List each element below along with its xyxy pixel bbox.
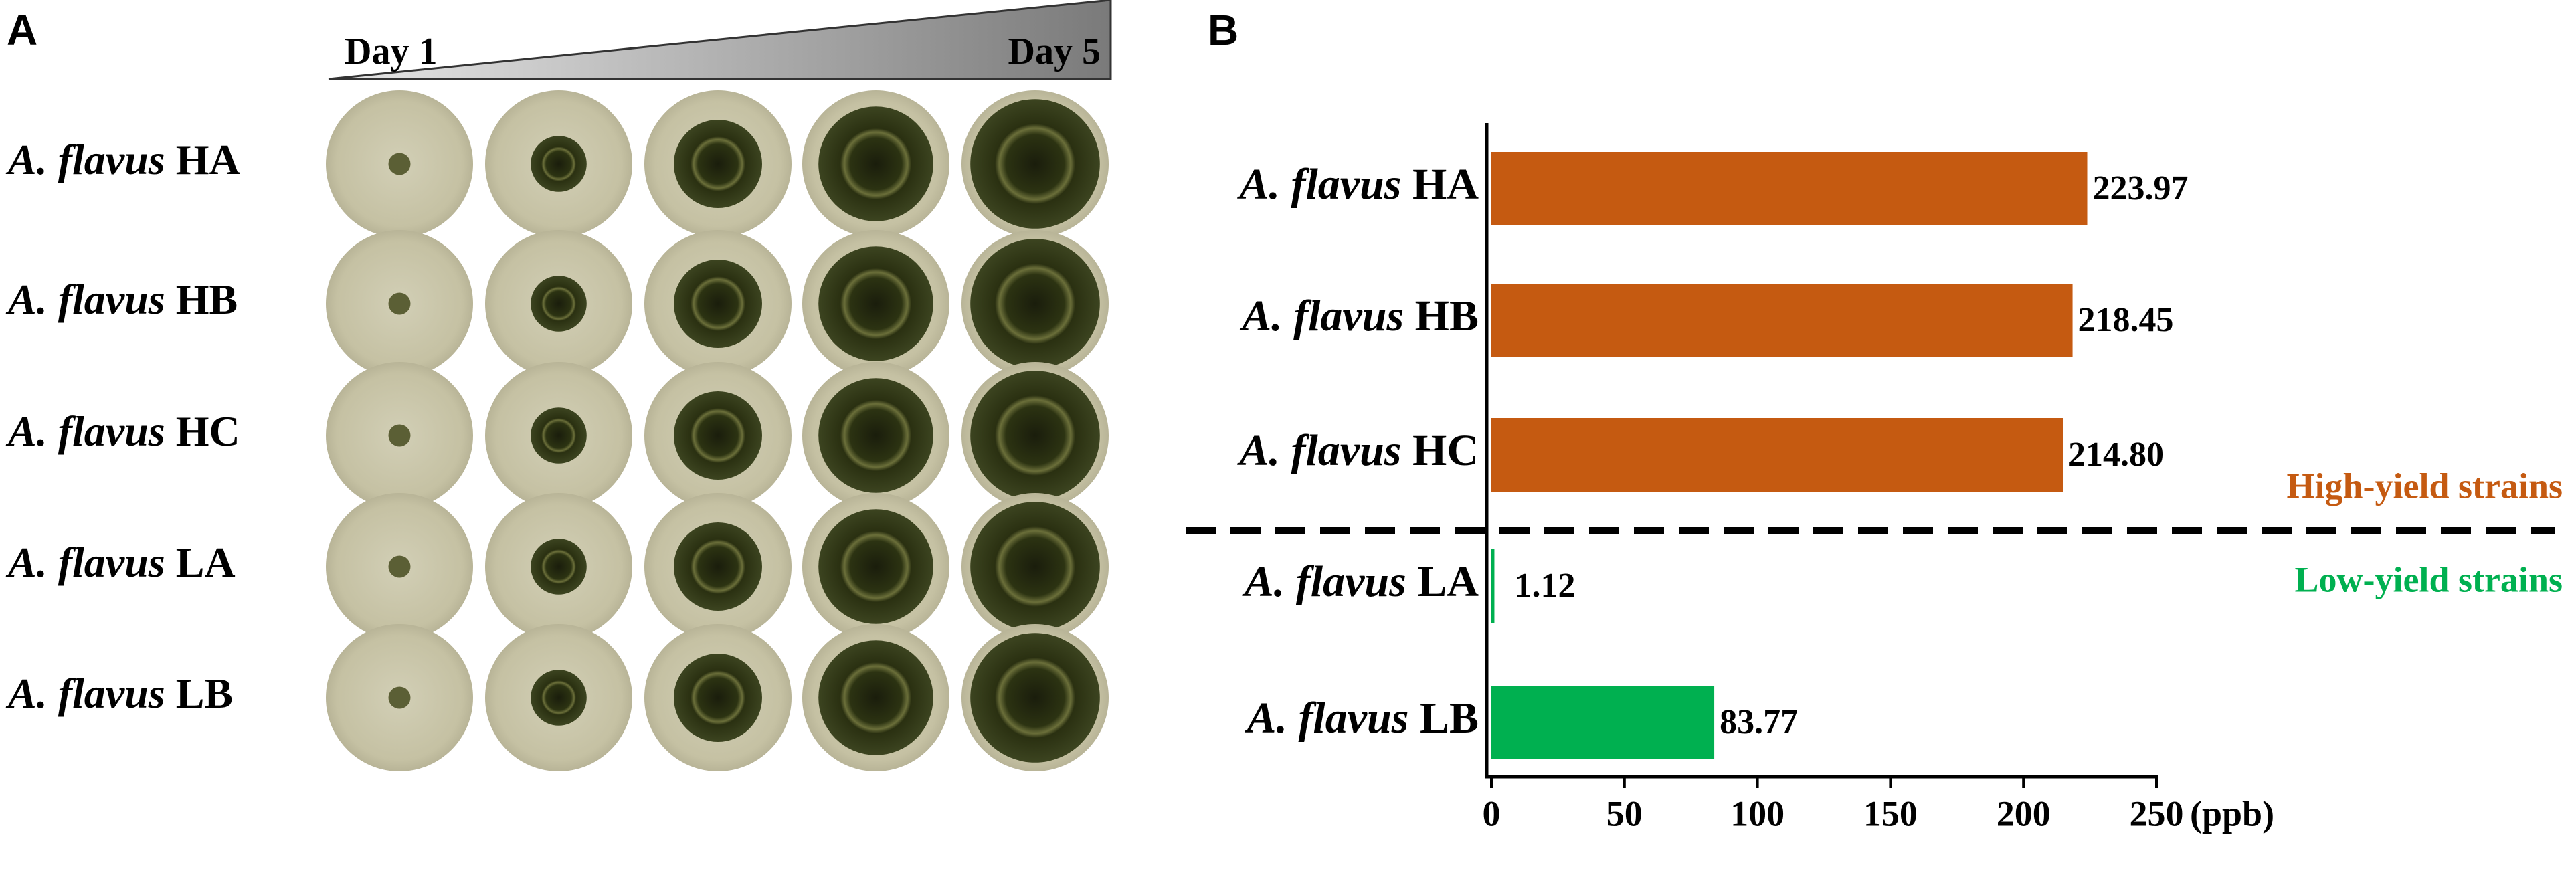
strain-label: A. flavus LA xyxy=(1242,557,1479,606)
colony xyxy=(531,407,587,464)
panel-b: B 0 50 100 150 200 250 (ppb) A. flavus HA 223.97… xyxy=(1186,6,2563,834)
strain-label: A. flavus LB xyxy=(1244,694,1479,743)
strain-label: A. flavus LB xyxy=(5,670,233,717)
value-label: 223.97 xyxy=(2093,169,2189,207)
colony xyxy=(818,640,933,755)
colony xyxy=(388,686,411,709)
colony xyxy=(818,378,933,493)
x-tick-label: 150 xyxy=(1863,793,1918,834)
colony xyxy=(531,539,587,595)
colony xyxy=(674,522,762,611)
value-label: 218.45 xyxy=(2078,301,2174,339)
day-end: Day 5 xyxy=(1008,31,1101,72)
colony xyxy=(970,502,1100,631)
x-tick-label: 0 xyxy=(1483,793,1501,834)
value-label: 83.77 xyxy=(1720,703,1798,741)
colony xyxy=(674,654,762,742)
colony xyxy=(818,246,933,361)
colony xyxy=(674,120,762,208)
day-triangle xyxy=(328,0,1112,80)
colony xyxy=(388,555,411,578)
colony xyxy=(388,424,411,447)
x-tick-label: 50 xyxy=(1606,793,1643,834)
colony xyxy=(970,371,1100,500)
bar xyxy=(1491,549,1495,623)
strain-label: A. flavus HA xyxy=(1236,160,1479,209)
x-tick-label: 200 xyxy=(1997,793,2051,834)
colony xyxy=(818,509,933,624)
strain-label: A. flavus LA xyxy=(5,539,236,586)
colony xyxy=(388,292,411,315)
bar xyxy=(1491,152,2088,225)
x-axis-label: (ppb) xyxy=(2190,793,2274,834)
colony xyxy=(970,239,1100,369)
bar xyxy=(1491,284,2073,357)
colony xyxy=(970,99,1100,229)
strain-label: A. flavus HC xyxy=(5,407,240,455)
strain-label: A. flavus HB xyxy=(5,276,238,323)
strain-label: A. flavus HA xyxy=(5,136,240,183)
x-tick-label: 100 xyxy=(1730,793,1784,834)
panel-label: A xyxy=(7,6,37,54)
colony xyxy=(970,633,1100,763)
day-start: Day 1 xyxy=(345,31,437,72)
strain-label: A. flavus HB xyxy=(1239,292,1479,340)
panel-label: B xyxy=(1208,6,1238,54)
colony xyxy=(674,391,762,480)
colony xyxy=(531,276,587,332)
colony xyxy=(674,260,762,348)
annotation: Low-yield strains xyxy=(2294,559,2563,599)
colony xyxy=(531,136,587,192)
colony xyxy=(818,106,933,221)
bar xyxy=(1491,686,1715,759)
value-label: 1.12 xyxy=(1514,567,1575,605)
annotation: High-yield strains xyxy=(2286,466,2563,506)
value-label: 214.80 xyxy=(2068,435,2164,474)
panel-a: A Day 1 Day 5 A. flavus HA A. flavus HB A.… xyxy=(5,0,1112,771)
bar xyxy=(1491,418,2063,492)
x-tick-label: 250 xyxy=(2130,793,2184,834)
strain-label: A. flavus HC xyxy=(1236,426,1479,475)
colony xyxy=(388,153,411,175)
colony xyxy=(531,670,587,726)
